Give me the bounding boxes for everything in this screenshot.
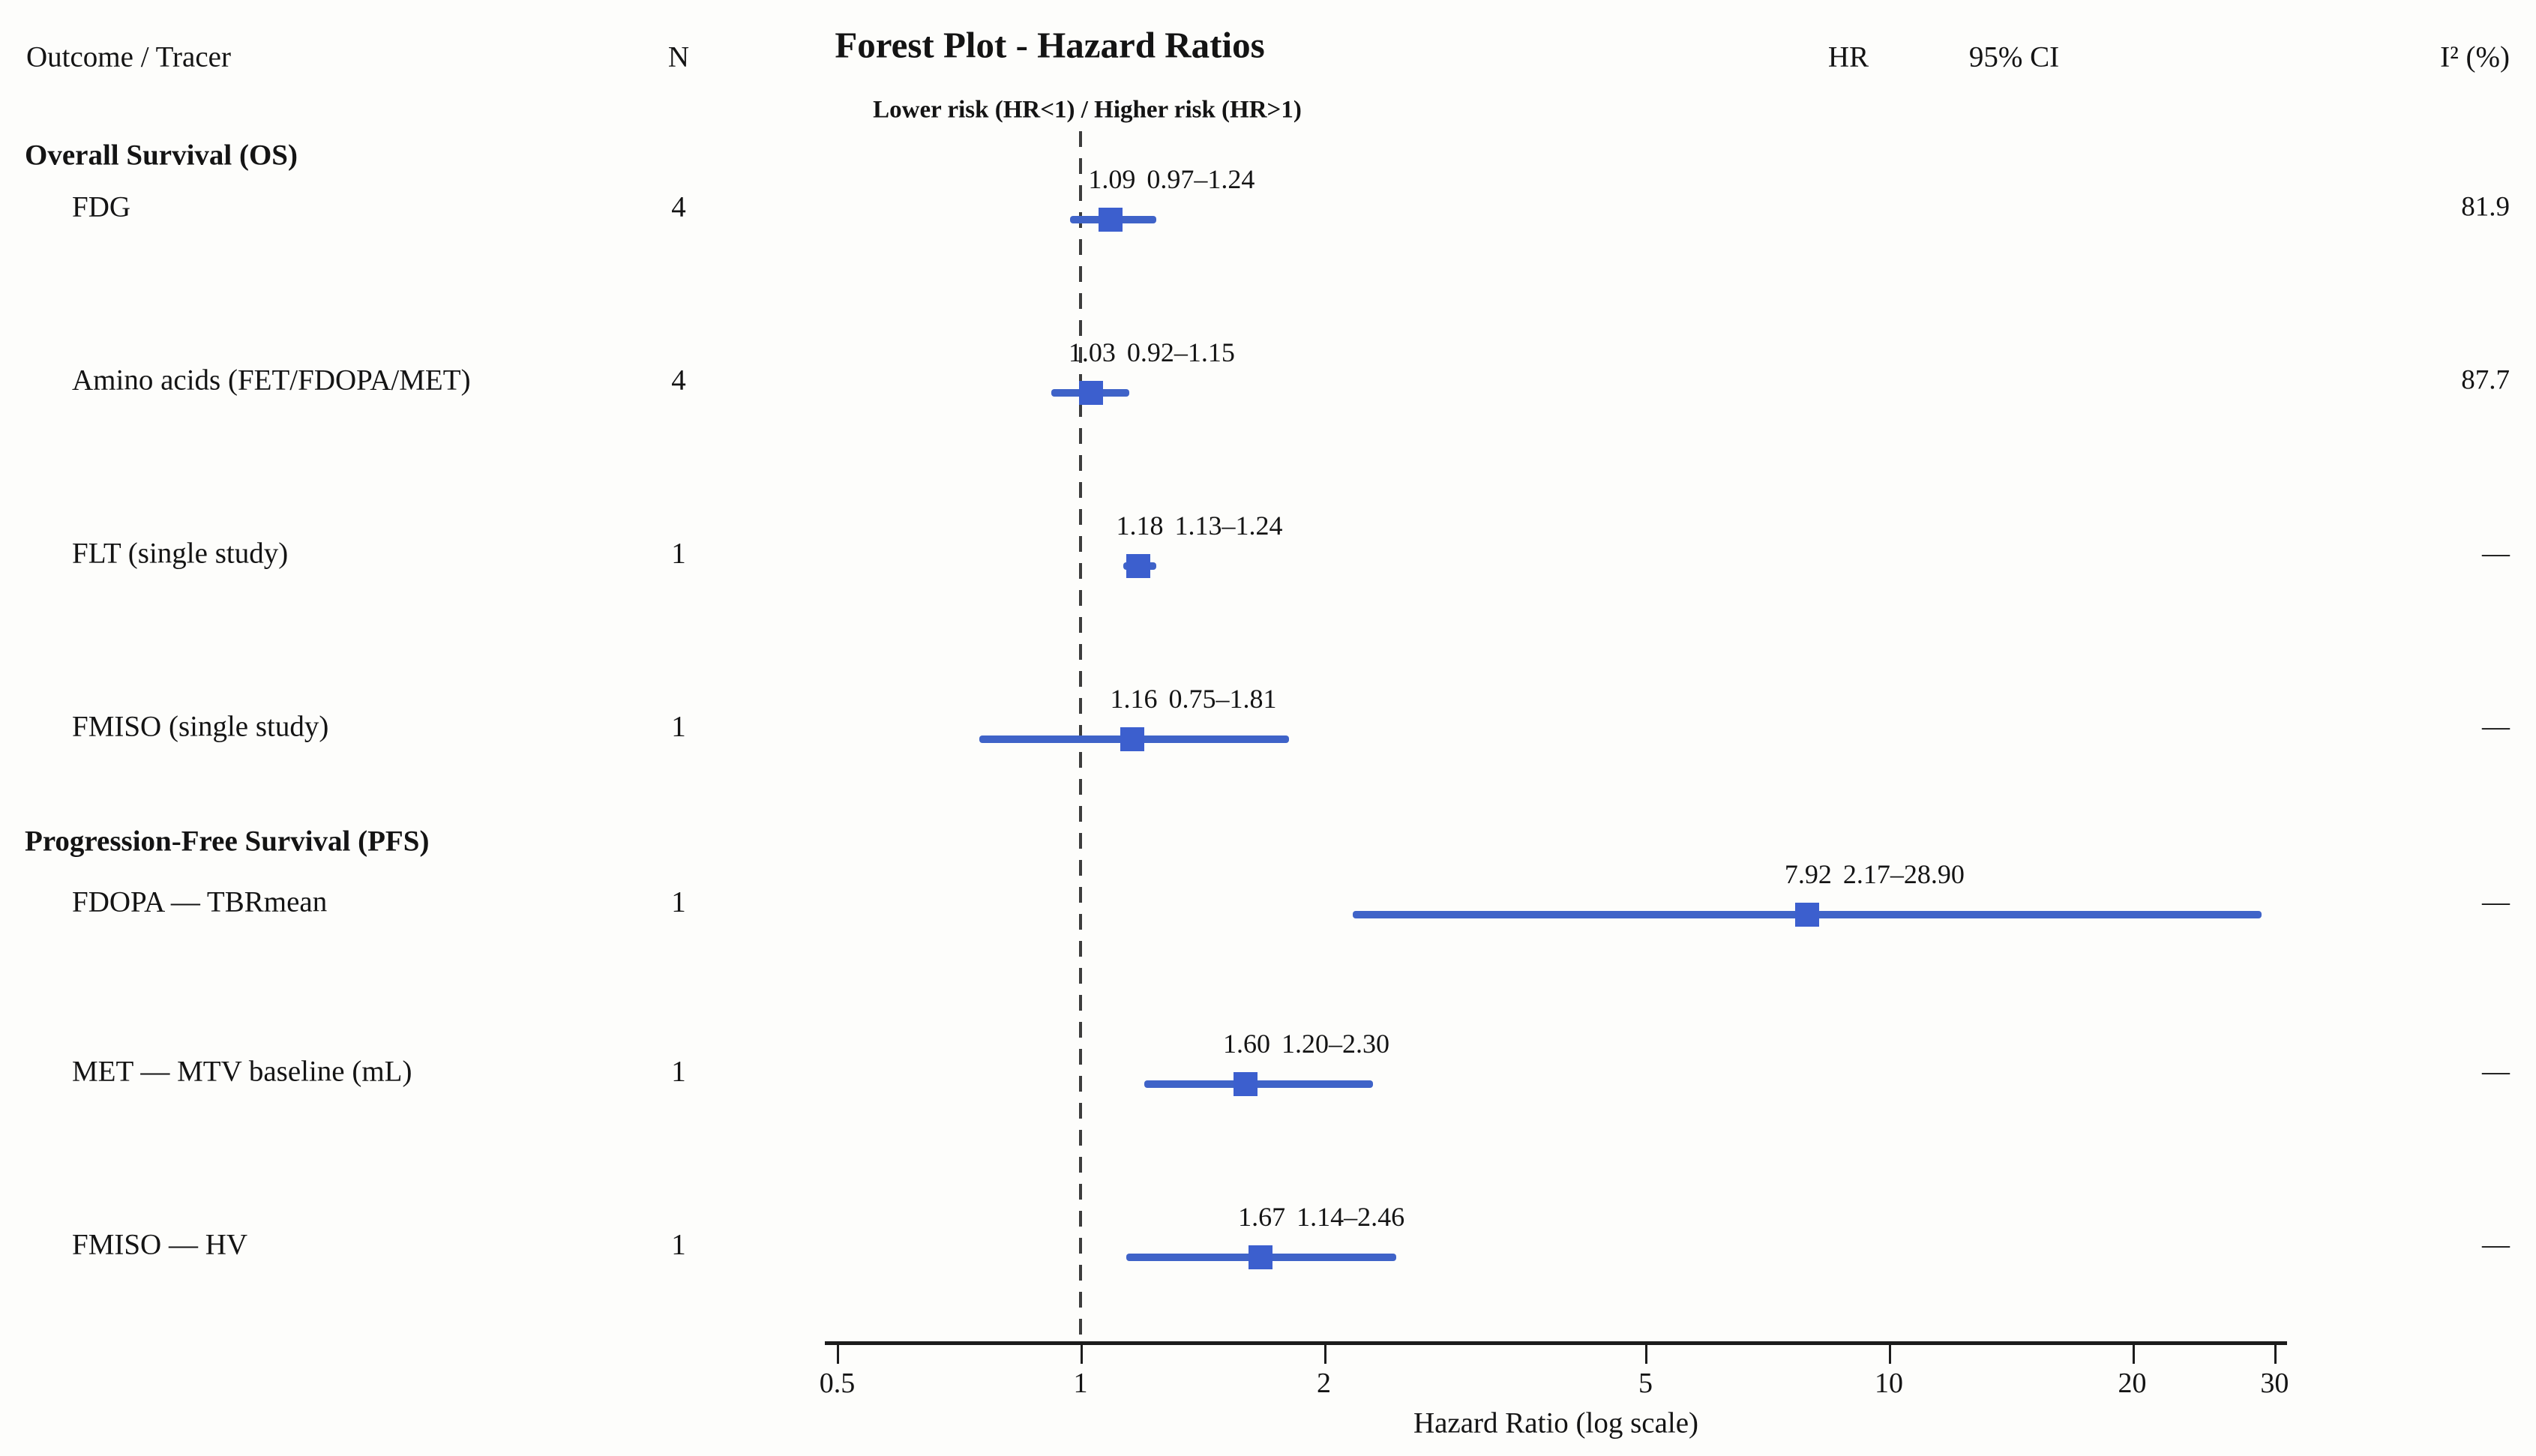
section-header-os: Overall Survival (OS) [25, 139, 298, 172]
row-annotation: 1.03 0.92–1.15 [1069, 337, 1235, 368]
x-axis-tick [2274, 1344, 2277, 1364]
ci-value: 1.13–1.24 [1174, 511, 1283, 541]
tracer-label: FDOPA — TBRmean [72, 885, 328, 918]
x-axis-tick [1323, 1344, 1326, 1364]
ci-line [1144, 1080, 1373, 1088]
hr-value: 1.18 [1116, 511, 1164, 541]
row-annotation: 1.16 0.75–1.81 [1110, 683, 1276, 715]
x-axis-tick [837, 1344, 840, 1364]
i2-value: — [2482, 1056, 2510, 1087]
n-value: 4 [671, 190, 686, 223]
x-axis-tick [1889, 1344, 1891, 1364]
n-value: 1 [671, 1055, 686, 1088]
n-value: 4 [671, 364, 686, 397]
i2-value: — [2482, 711, 2510, 742]
row-annotation: 1.67 1.14–2.46 [1238, 1201, 1404, 1233]
ci-value: 0.75–1.81 [1168, 684, 1277, 714]
x-axis-tick-label: 0.5 [819, 1368, 856, 1399]
i2-value: — [2482, 538, 2510, 569]
plot-title: Forest Plot - Hazard Ratios [835, 24, 1265, 66]
hr-marker [1249, 1245, 1273, 1269]
hr-value: 1.16 [1110, 684, 1158, 714]
x-axis-tick-label: 10 [1875, 1368, 1903, 1399]
n-value: 1 [671, 885, 686, 918]
x-axis-tick [1081, 1344, 1083, 1364]
risk-direction-subtitle: Lower risk (HR<1) / Higher risk (HR>1) [873, 96, 1302, 124]
outcome-column-header: Outcome / Tracer [26, 40, 231, 73]
tracer-label: FMISO (single study) [72, 710, 329, 743]
x-axis-title: Hazard Ratio (log scale) [1413, 1407, 1699, 1440]
n-value: 1 [671, 1228, 686, 1261]
hr-marker [1078, 381, 1103, 405]
hr-marker [1099, 208, 1123, 232]
row-annotation: 1.09 0.97–1.24 [1088, 163, 1255, 195]
x-axis-tick-label: 5 [1638, 1368, 1653, 1399]
hr-marker [1794, 903, 1819, 927]
ci-value: 1.14–2.46 [1296, 1202, 1405, 1232]
tracer-label: Amino acids (FET/FDOPA/MET) [72, 364, 471, 397]
row-annotation: 1.60 1.20–2.30 [1223, 1028, 1389, 1059]
row-annotation: 7.92 2.17–28.90 [1785, 858, 1965, 890]
ci-value: 1.20–2.30 [1281, 1029, 1390, 1059]
ci-value: 2.17–28.90 [1842, 859, 1965, 889]
tracer-label: FMISO — HV [72, 1228, 248, 1261]
x-axis-tick [1645, 1344, 1648, 1364]
i2-column-header: I² (%) [2440, 40, 2510, 73]
i2-value: 81.9 [2461, 191, 2510, 223]
x-axis-line [825, 1341, 2287, 1345]
x-axis-tick [2132, 1344, 2135, 1364]
hr-value: 1.67 [1238, 1202, 1286, 1232]
ci-column-header: 95% CI [1968, 40, 2060, 73]
x-axis-tick-label: 2 [1317, 1368, 1331, 1399]
i2-value: — [2482, 886, 2510, 918]
hr-column-header: HR [1827, 40, 1869, 73]
hr-marker [1234, 1072, 1258, 1096]
hr-marker [1126, 554, 1151, 578]
section-header-pfs: Progression-Free Survival (PFS) [25, 825, 430, 858]
hr-value: 7.92 [1784, 859, 1832, 889]
x-axis-tick-label: 20 [2118, 1368, 2147, 1399]
n-column-header: N [667, 40, 690, 73]
x-axis-tick-label: 1 [1073, 1368, 1088, 1399]
row-annotation: 1.18 1.13–1.24 [1116, 510, 1282, 541]
ci-value: 0.97–1.24 [1147, 164, 1255, 194]
i2-value: 87.7 [2461, 364, 2510, 396]
n-value: 1 [671, 537, 686, 570]
hr-value: 1.09 [1088, 164, 1136, 194]
x-axis-tick-label: 30 [2260, 1368, 2289, 1399]
hr-value: 1.03 [1068, 337, 1116, 367]
n-value: 1 [671, 710, 686, 743]
tracer-label: FDG [72, 190, 131, 223]
hr-value: 1.60 [1223, 1029, 1271, 1059]
hr-marker [1120, 727, 1145, 751]
tracer-label: FLT (single study) [72, 537, 289, 570]
i2-value: — [2482, 1229, 2510, 1260]
ci-value: 0.92–1.15 [1126, 337, 1235, 367]
tracer-label: MET — MTV baseline (mL) [72, 1055, 412, 1088]
